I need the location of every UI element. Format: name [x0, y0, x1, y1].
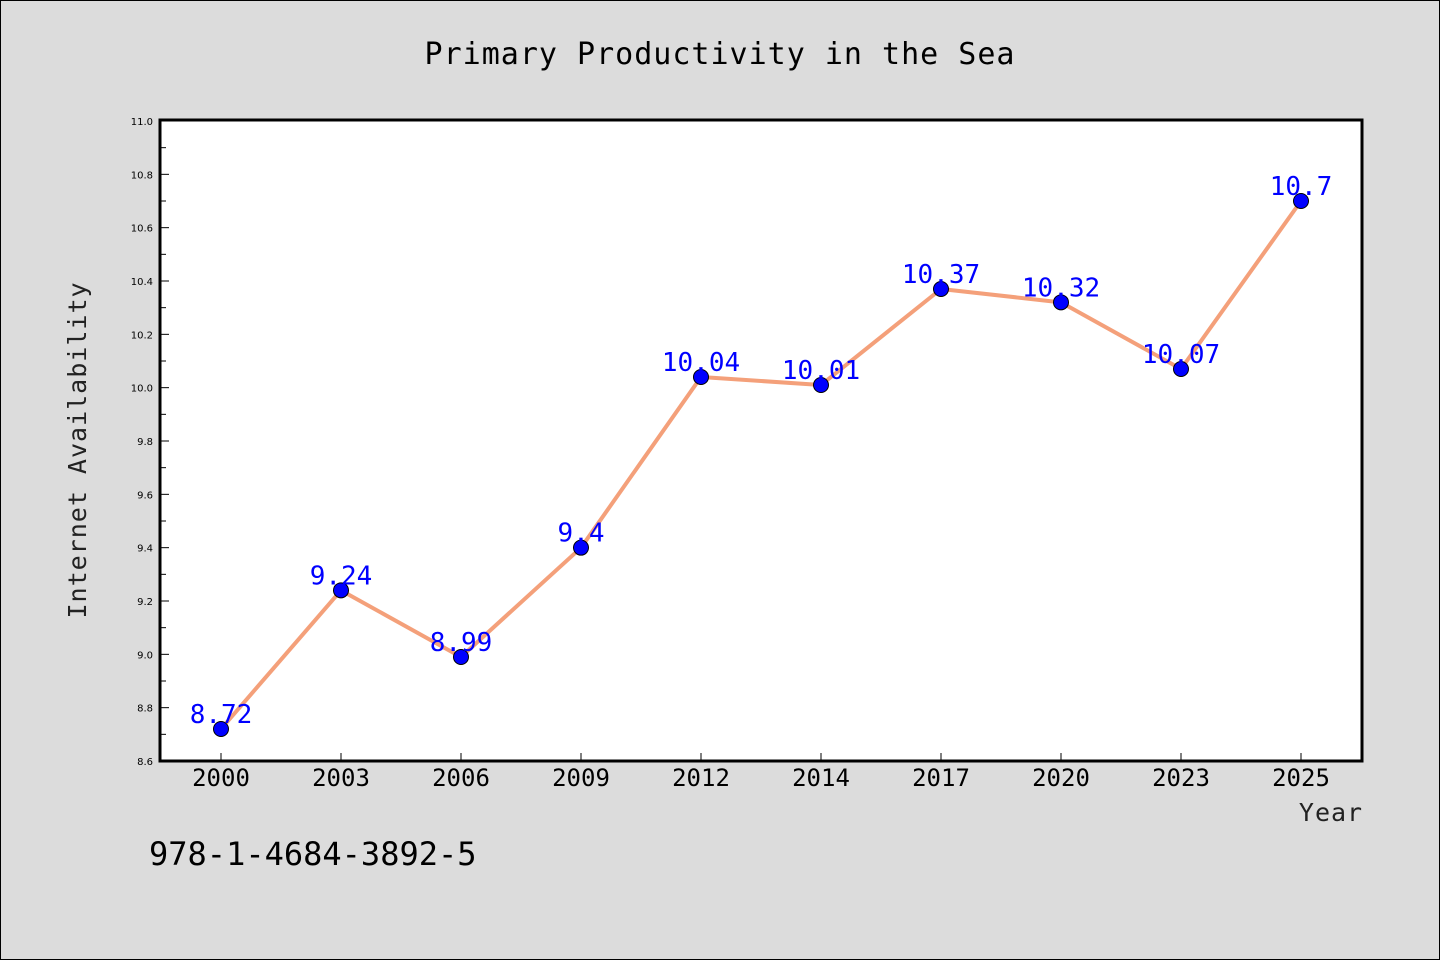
data-point [1173, 361, 1189, 377]
y-tick-label: 8.8 [137, 704, 153, 715]
data-label: 8.72 [190, 700, 253, 730]
series-line-group [219, 199, 1303, 731]
x-tick-label: 2017 [912, 764, 970, 792]
data-label: 10.7 [1270, 172, 1333, 202]
y-tick-label: 11.0 [131, 117, 153, 128]
data-label: 9.24 [310, 561, 373, 591]
series-line [219, 199, 1303, 731]
data-label: 10.04 [662, 348, 740, 378]
data-point [453, 649, 469, 665]
x-axis-label: Year [1299, 798, 1363, 827]
data-point [693, 369, 709, 385]
data-label: 8.99 [430, 628, 493, 658]
x-tick-label: 2023 [1152, 764, 1210, 792]
data-point [333, 582, 349, 599]
x-tick-label: 2006 [432, 764, 490, 792]
y-tick-label: 8.6 [137, 757, 153, 768]
y-tick-label: 9.0 [137, 650, 153, 661]
y-tick-label: 10.4 [131, 277, 153, 288]
x-tick-label: 2009 [552, 764, 610, 792]
y-tick-label: 10.8 [131, 170, 153, 181]
y-tick-label: 9.8 [137, 437, 153, 448]
data-point [1053, 294, 1069, 311]
data-point [573, 539, 589, 556]
data-label: 10.32 [1022, 273, 1100, 303]
y-tick-label: 9.6 [137, 490, 153, 501]
x-tick-label: 2014 [792, 764, 850, 792]
plot-area [158, 118, 1364, 763]
x-tick-label: 2020 [1032, 764, 1090, 792]
data-label: 10.07 [1142, 340, 1220, 370]
y-axis-label: Internet Availability [63, 281, 92, 618]
x-tick-label: 2012 [672, 764, 730, 792]
chart-title: Primary Productivity in the Sea [425, 37, 1016, 72]
y-tick-label: 10.0 [131, 384, 153, 395]
data-label: 10.37 [902, 260, 980, 290]
y-tick-label: 9.4 [137, 544, 153, 555]
x-axis: 2000 2003 2006 2009 2012 2014 2017 2020 2023 2025 [192, 753, 1330, 792]
data-point [813, 377, 829, 393]
y-tick-label: 10.2 [131, 330, 153, 341]
data-labels: 8.72 9.24 8.99 9.4 10.04 10.01 10.37 10.32 10.07… [190, 172, 1333, 730]
data-point [1293, 193, 1309, 209]
y-tick-label: 10.6 [131, 224, 153, 235]
y-axis: 8.6 8.8 9.0 9.2 9.4 9.6 9.8 10.0 10.2 10.4 10.6 10.… [131, 117, 169, 768]
x-tick-label: 2025 [1272, 764, 1330, 792]
y-tick-label: 9.2 [137, 597, 153, 608]
x-tick-label: 2003 [312, 764, 370, 792]
data-label: 9.4 [558, 519, 605, 549]
isbn-annotation: 978-1-4684-3892-5 [149, 835, 477, 873]
data-point [213, 721, 229, 737]
data-label: 10.01 [782, 356, 860, 386]
x-tick-label: 2000 [192, 764, 250, 792]
data-markers [213, 193, 1309, 737]
data-point [933, 281, 949, 297]
